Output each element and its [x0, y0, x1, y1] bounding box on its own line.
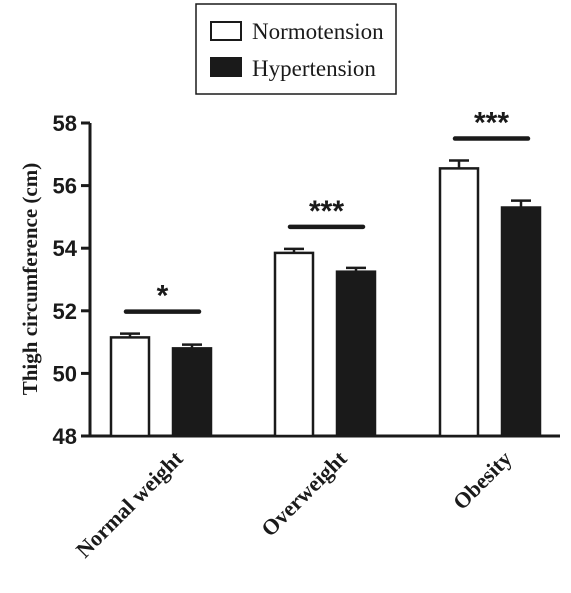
legend-swatch-normotension [210, 21, 242, 41]
bar-normotension [438, 167, 480, 438]
legend-frame [195, 3, 397, 95]
bar-hypertension [335, 270, 377, 438]
bar-hypertension [500, 206, 542, 438]
y-tick-label: 48 [53, 424, 77, 449]
significance-stars: *** [474, 107, 509, 140]
y-tick-label: 52 [53, 299, 77, 324]
y-tick-label: 50 [53, 361, 77, 386]
y-tick-label: 54 [53, 236, 78, 261]
bar-normotension [109, 336, 151, 438]
legend-label-hypertension: Hypertension [252, 56, 376, 81]
y-axis-title: Thigh circumference (cm) [18, 163, 42, 396]
bar-hypertension [171, 347, 213, 438]
significance-stars: * [157, 280, 169, 313]
legend-swatch-hypertension [210, 57, 242, 77]
bar-normotension [273, 251, 315, 438]
legend-label-normotension: Normotension [252, 19, 384, 44]
significance-stars: *** [309, 195, 344, 228]
legend: Normotension Hypertension [195, 3, 397, 95]
plot-area: 48 50 52 54 56 58 * Normal weight *** Overweight *… [53, 107, 560, 562]
y-tick-label: 56 [53, 174, 77, 199]
category-label: Obesity [448, 446, 517, 515]
category-label: Overweight [256, 445, 352, 541]
y-tick-label: 58 [53, 111, 77, 136]
category-label: Normal weight [71, 445, 188, 562]
